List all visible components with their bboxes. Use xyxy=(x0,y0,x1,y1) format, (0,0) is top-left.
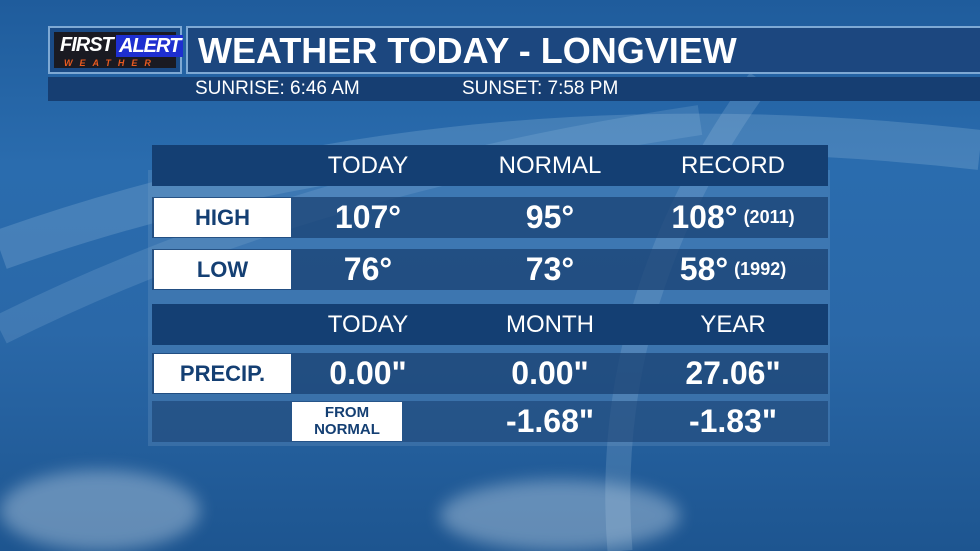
sunset-time: SUNSET: 7:58 PM xyxy=(462,78,619,99)
background-cloud xyxy=(440,480,680,551)
from-normal-line1: FROM xyxy=(324,404,370,421)
high-label: HIGH xyxy=(154,198,291,237)
background-cloud xyxy=(0,470,200,551)
col-year: YEAR xyxy=(700,310,766,338)
year-departure: -1.83" xyxy=(688,403,778,439)
logo-weather: WEATHER xyxy=(64,58,158,68)
low-record-cell: 58° (1992) xyxy=(643,249,823,290)
logo-alert: ALERT xyxy=(116,35,184,57)
low-today: 76° xyxy=(343,251,393,287)
precip-today: 0.00" xyxy=(329,355,407,391)
logo-first: FIRST xyxy=(60,34,114,56)
col-today: TODAY xyxy=(327,310,409,338)
col-month: MONTH xyxy=(506,310,594,338)
high-normal: 95° xyxy=(525,199,575,235)
sun-times-bar: SUNRISE: 6:46 AM SUNSET: 7:58 PM xyxy=(48,77,980,101)
precip-row: PRECIP. 0.00" 0.00" 27.06" xyxy=(152,353,828,394)
sunrise-time: SUNRISE: 6:46 AM xyxy=(195,78,360,99)
low-label: LOW xyxy=(154,250,291,289)
low-normal: 73° xyxy=(525,251,575,287)
precip-month: 0.00" xyxy=(511,355,589,391)
high-record-cell: 108° (2011) xyxy=(643,197,823,238)
from-normal-label: FROM NORMAL xyxy=(292,402,402,441)
precip-year: 27.06" xyxy=(685,355,781,391)
month-departure: -1.68" xyxy=(505,403,595,439)
low-record: 58° xyxy=(679,251,729,287)
precip-header-row: TODAY MONTH YEAR xyxy=(152,304,828,345)
low-row: LOW 76° 73° 58° (1992) xyxy=(152,249,828,290)
first-alert-weather-logo: FIRST ALERT WEATHER xyxy=(48,26,184,74)
temp-header-row: TODAY NORMAL RECORD xyxy=(152,145,828,186)
col-record: RECORD xyxy=(680,151,785,179)
precip-label: PRECIP. xyxy=(154,354,291,393)
from-normal-row: FROM NORMAL -1.68" -1.83" xyxy=(152,401,828,442)
from-normal-line2: NORMAL xyxy=(314,421,380,438)
high-record: 108° xyxy=(671,199,738,235)
col-today: TODAY xyxy=(327,151,409,179)
high-record-year: (2011) xyxy=(743,207,795,227)
high-row: HIGH 107° 95° 108° (2011) xyxy=(152,197,828,238)
title-bar: WEATHER TODAY - LONGVIEW xyxy=(186,26,980,74)
low-record-year: (1992) xyxy=(734,259,787,279)
page-title: WEATHER TODAY - LONGVIEW xyxy=(198,30,737,71)
high-today: 107° xyxy=(334,199,402,235)
col-normal: NORMAL xyxy=(498,151,602,179)
